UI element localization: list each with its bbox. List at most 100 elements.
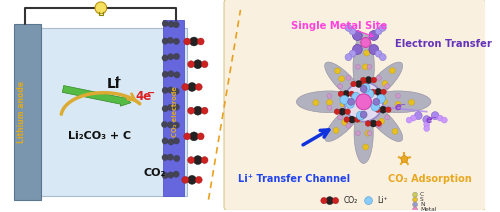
Bar bbox=[163, 20, 184, 196]
Circle shape bbox=[396, 105, 400, 110]
Text: Li⁺ Transfer Channel: Li⁺ Transfer Channel bbox=[238, 174, 350, 184]
Circle shape bbox=[382, 99, 388, 105]
Bar bbox=[14, 24, 40, 200]
Circle shape bbox=[201, 157, 208, 163]
Circle shape bbox=[371, 102, 380, 111]
Ellipse shape bbox=[354, 103, 374, 163]
Circle shape bbox=[321, 197, 327, 204]
Circle shape bbox=[174, 155, 180, 162]
Circle shape bbox=[196, 84, 202, 91]
Circle shape bbox=[390, 68, 395, 74]
Circle shape bbox=[326, 197, 334, 205]
Circle shape bbox=[366, 121, 370, 126]
Circle shape bbox=[356, 64, 360, 69]
Circle shape bbox=[173, 171, 180, 177]
Circle shape bbox=[358, 116, 363, 122]
Circle shape bbox=[332, 197, 338, 204]
Circle shape bbox=[437, 115, 443, 121]
Text: Li: Li bbox=[106, 77, 120, 91]
Circle shape bbox=[352, 31, 362, 40]
Circle shape bbox=[194, 60, 202, 69]
Circle shape bbox=[365, 77, 372, 84]
Circle shape bbox=[362, 78, 367, 84]
Circle shape bbox=[382, 81, 388, 86]
Circle shape bbox=[350, 92, 356, 98]
Circle shape bbox=[168, 21, 174, 27]
Circle shape bbox=[343, 91, 349, 97]
Circle shape bbox=[168, 154, 173, 160]
Circle shape bbox=[168, 122, 173, 128]
Circle shape bbox=[431, 112, 439, 120]
Circle shape bbox=[378, 118, 384, 124]
Circle shape bbox=[360, 77, 366, 83]
Circle shape bbox=[194, 156, 202, 165]
Circle shape bbox=[168, 172, 173, 178]
Circle shape bbox=[182, 176, 188, 183]
Circle shape bbox=[424, 121, 430, 127]
Circle shape bbox=[326, 99, 332, 105]
Text: e⁻: e⁻ bbox=[426, 114, 438, 125]
Text: e⁻: e⁻ bbox=[394, 102, 406, 112]
Circle shape bbox=[423, 116, 430, 124]
Text: CO₂ Adsorption: CO₂ Adsorption bbox=[388, 174, 471, 184]
Text: CO₂ electrode: CO₂ electrode bbox=[172, 86, 177, 137]
Circle shape bbox=[362, 64, 368, 70]
Circle shape bbox=[190, 132, 198, 141]
Circle shape bbox=[167, 37, 173, 44]
Circle shape bbox=[360, 85, 367, 92]
Circle shape bbox=[327, 105, 332, 110]
Circle shape bbox=[348, 98, 354, 105]
Circle shape bbox=[375, 28, 382, 35]
Circle shape bbox=[338, 115, 342, 120]
Circle shape bbox=[168, 87, 174, 93]
Circle shape bbox=[345, 24, 352, 31]
Circle shape bbox=[174, 104, 180, 110]
Circle shape bbox=[162, 106, 168, 112]
Circle shape bbox=[338, 91, 344, 97]
Circle shape bbox=[370, 89, 376, 95]
Circle shape bbox=[162, 138, 168, 144]
Circle shape bbox=[174, 72, 180, 78]
Circle shape bbox=[352, 45, 362, 54]
Circle shape bbox=[376, 121, 382, 126]
Circle shape bbox=[346, 75, 351, 80]
Circle shape bbox=[173, 88, 180, 94]
Ellipse shape bbox=[364, 62, 403, 102]
Circle shape bbox=[408, 99, 414, 105]
Circle shape bbox=[198, 38, 204, 45]
Circle shape bbox=[339, 108, 345, 115]
Circle shape bbox=[412, 197, 418, 202]
Circle shape bbox=[340, 95, 348, 104]
Circle shape bbox=[338, 84, 342, 89]
Circle shape bbox=[442, 117, 447, 123]
Circle shape bbox=[162, 172, 168, 179]
Circle shape bbox=[385, 115, 390, 120]
Ellipse shape bbox=[364, 102, 403, 142]
Circle shape bbox=[345, 109, 350, 114]
Circle shape bbox=[162, 55, 168, 61]
Circle shape bbox=[162, 38, 168, 44]
Circle shape bbox=[351, 81, 356, 87]
Text: 4e: 4e bbox=[136, 90, 152, 103]
Ellipse shape bbox=[296, 91, 362, 113]
Circle shape bbox=[168, 104, 173, 111]
Circle shape bbox=[184, 38, 190, 45]
Circle shape bbox=[376, 123, 382, 128]
Circle shape bbox=[173, 21, 179, 28]
Circle shape bbox=[327, 93, 332, 98]
Circle shape bbox=[376, 75, 382, 80]
Ellipse shape bbox=[324, 62, 364, 102]
Circle shape bbox=[381, 89, 386, 95]
Circle shape bbox=[342, 119, 347, 125]
Circle shape bbox=[346, 123, 351, 128]
Circle shape bbox=[344, 82, 383, 121]
Circle shape bbox=[184, 133, 190, 140]
Ellipse shape bbox=[353, 33, 374, 100]
Circle shape bbox=[168, 139, 174, 145]
Circle shape bbox=[340, 101, 346, 107]
Text: CO₂: CO₂ bbox=[144, 168, 167, 178]
Circle shape bbox=[371, 77, 376, 83]
Text: CO₂: CO₂ bbox=[344, 196, 357, 205]
Circle shape bbox=[162, 121, 168, 128]
Circle shape bbox=[168, 71, 174, 77]
